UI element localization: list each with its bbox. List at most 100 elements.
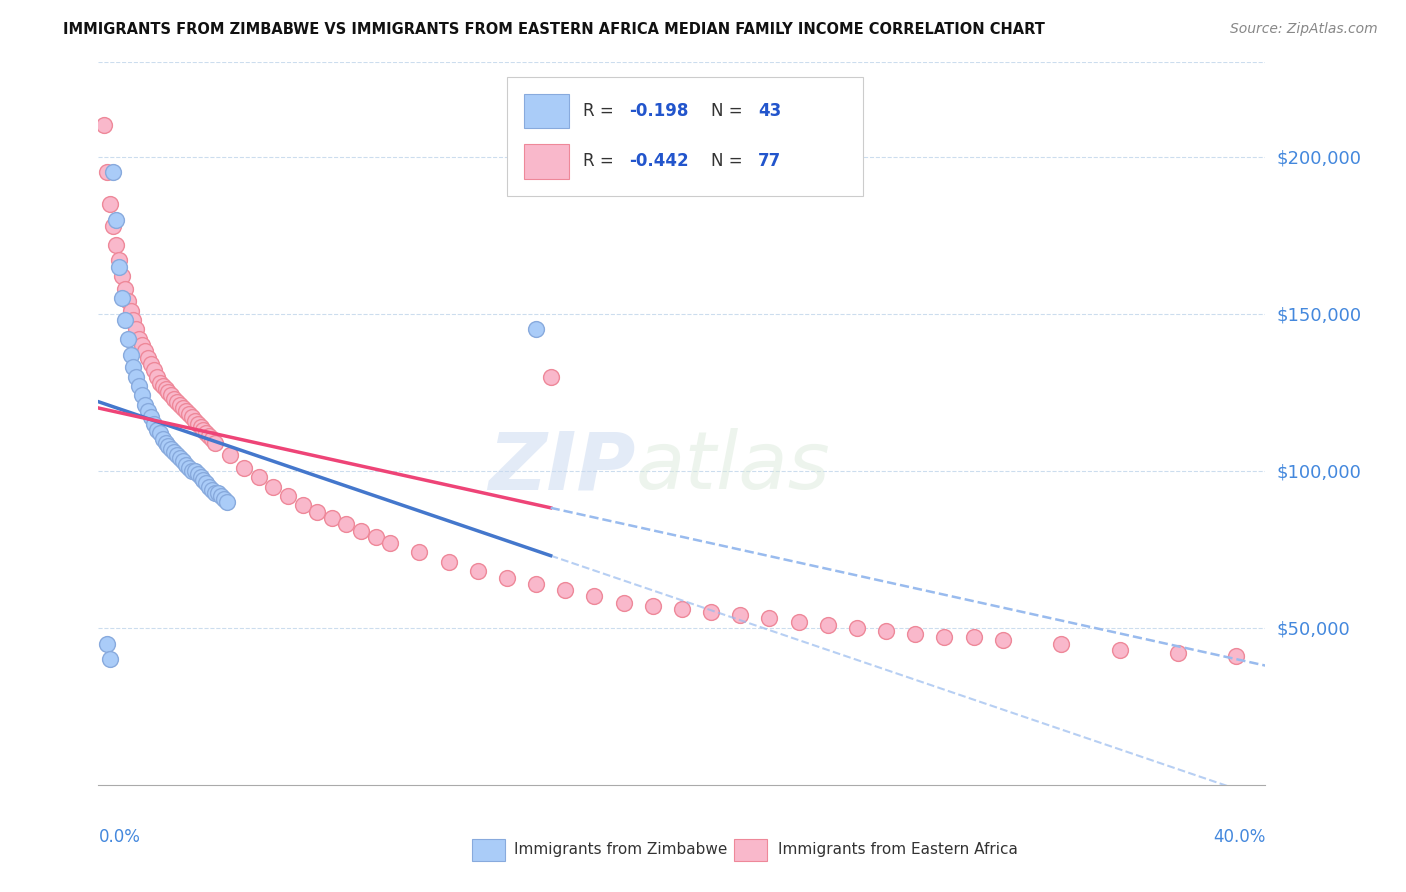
Point [146, 423, 169, 437]
Point [114, 282, 136, 296]
Point [104, 212, 127, 227]
Point [177, 407, 200, 421]
Point [131, 338, 153, 352]
Text: 77: 77 [758, 153, 780, 170]
Point [904, 627, 927, 641]
FancyBboxPatch shape [508, 77, 863, 196]
Point [350, 524, 373, 538]
Point [641, 599, 664, 613]
Point [157, 385, 180, 400]
Point [335, 517, 357, 532]
Point [364, 530, 387, 544]
Point [233, 460, 256, 475]
Point [218, 448, 240, 462]
Point [817, 617, 839, 632]
Point [380, 536, 402, 550]
Point [190, 470, 212, 484]
Point [787, 615, 810, 629]
Point [307, 505, 329, 519]
Point [108, 253, 131, 268]
Point [169, 398, 191, 412]
Point [198, 429, 221, 443]
Text: R =: R = [582, 153, 619, 170]
Point [172, 454, 194, 468]
Text: N =: N = [711, 153, 748, 170]
Point [321, 511, 343, 525]
Point [149, 376, 172, 390]
Point [180, 410, 202, 425]
Text: -0.198: -0.198 [630, 102, 689, 120]
Text: Immigrants from Zimbabwe: Immigrants from Zimbabwe [513, 842, 727, 857]
Point [612, 596, 634, 610]
Point [136, 404, 159, 418]
Point [524, 322, 547, 336]
Text: IMMIGRANTS FROM ZIMBABWE VS IMMIGRANTS FROM EASTERN AFRICA MEDIAN FAMILY INCOME : IMMIGRANTS FROM ZIMBABWE VS IMMIGRANTS F… [63, 22, 1045, 37]
Point [114, 313, 136, 327]
Point [262, 479, 284, 493]
Point [201, 483, 224, 497]
Point [117, 294, 139, 309]
Point [152, 379, 174, 393]
Point [467, 565, 489, 579]
Point [962, 630, 984, 644]
Point [163, 392, 186, 406]
Point [120, 303, 142, 318]
Point [180, 464, 202, 478]
Point [1108, 643, 1130, 657]
Text: 43: 43 [758, 102, 780, 120]
Text: N =: N = [711, 102, 748, 120]
Point [146, 369, 169, 384]
Text: ZIP: ZIP [488, 428, 636, 506]
Point [139, 357, 162, 371]
Point [198, 479, 221, 493]
FancyBboxPatch shape [524, 145, 568, 178]
Text: -0.442: -0.442 [630, 153, 689, 170]
Point [846, 621, 869, 635]
Point [160, 388, 183, 402]
Point [408, 545, 430, 559]
Point [157, 439, 180, 453]
Point [758, 611, 780, 625]
Point [201, 433, 224, 447]
Point [174, 404, 197, 418]
Point [174, 458, 197, 472]
Point [1225, 649, 1247, 664]
Point [149, 426, 172, 441]
Point [122, 360, 145, 375]
Point [1167, 646, 1189, 660]
Point [139, 410, 162, 425]
Point [204, 485, 226, 500]
Point [108, 260, 131, 274]
Point [195, 476, 218, 491]
Point [195, 426, 218, 441]
Point [554, 583, 576, 598]
Point [134, 344, 156, 359]
Point [117, 332, 139, 346]
Point [934, 630, 956, 644]
Point [991, 633, 1014, 648]
Point [875, 624, 897, 638]
Point [183, 464, 205, 478]
Point [187, 467, 209, 481]
Point [209, 489, 232, 503]
Point [122, 313, 145, 327]
Point [291, 499, 314, 513]
Point [1050, 637, 1073, 651]
Point [700, 605, 723, 619]
FancyBboxPatch shape [472, 839, 505, 861]
FancyBboxPatch shape [524, 94, 568, 128]
Point [142, 417, 165, 431]
Point [163, 445, 186, 459]
Point [152, 433, 174, 447]
Point [187, 417, 209, 431]
Point [160, 442, 183, 456]
FancyBboxPatch shape [734, 839, 768, 861]
Point [155, 382, 177, 396]
Point [96, 637, 118, 651]
Point [166, 448, 188, 462]
Point [212, 492, 235, 507]
Text: R =: R = [582, 102, 619, 120]
Point [277, 489, 299, 503]
Point [190, 420, 212, 434]
Point [134, 398, 156, 412]
